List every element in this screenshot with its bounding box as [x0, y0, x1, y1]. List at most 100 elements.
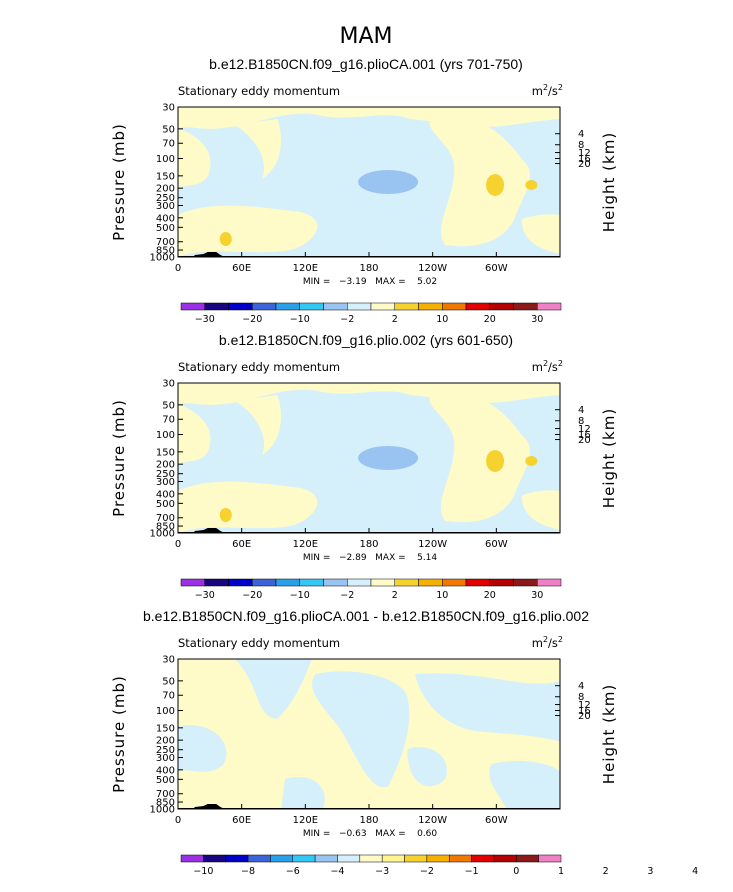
colorbar-box — [228, 302, 253, 311]
colorbar-box — [247, 854, 271, 863]
colorbar-box — [225, 854, 249, 863]
colorbar-box — [337, 854, 361, 863]
y2-tick-label: 16 — [578, 154, 591, 165]
colorbar-box — [465, 578, 490, 587]
y-tick-label: 500 — [156, 775, 175, 786]
yellow-region — [429, 114, 531, 247]
blue-region — [178, 725, 227, 772]
colorbar-label: −2 — [340, 314, 354, 325]
y-tick-label: 70 — [162, 139, 175, 150]
topography — [192, 804, 225, 809]
y-tick-label: 700 — [156, 789, 175, 800]
yellow-region — [521, 490, 560, 530]
panel-3: b.e12.B1850CN.f09_g16.plioCA.001 - b.e12… — [110, 608, 698, 877]
colorbar-box — [299, 302, 324, 311]
y2-tick-label: 12 — [578, 700, 591, 711]
colorbar-label: 0 — [513, 866, 519, 877]
yellow-blob — [525, 456, 538, 466]
colorbar-label: −20 — [242, 314, 262, 325]
y-tick-label: 250 — [156, 469, 175, 480]
yellow-region — [235, 119, 282, 179]
x-tick-label: 120E — [293, 815, 318, 826]
panel-subtitle: Stationary eddy momentum — [178, 636, 340, 650]
x-tick-label: 60E — [232, 539, 251, 550]
colorbar-box — [252, 302, 277, 311]
colorbar-label: −1 — [465, 866, 479, 877]
panels: b.e12.B1850CN.f09_g16.plioCA.001 (yrs 70… — [110, 56, 698, 877]
colorbar-box — [537, 302, 562, 311]
min-max-label: MIN = −2.89 MAX = 5.14 — [303, 553, 438, 563]
y2-tick-label: 20 — [578, 435, 591, 446]
yellow-blob — [525, 180, 538, 190]
panel-title: b.e12.B1850CN.f09_g16.plio.002 (yrs 601-… — [219, 332, 513, 348]
y-tick-label: 150 — [156, 447, 175, 458]
blue-region — [407, 747, 447, 787]
panel-2: b.e12.B1850CN.f09_g16.plio.002 (yrs 601-… — [110, 332, 618, 601]
y-axis-label: Pressure (mb) — [110, 675, 128, 793]
colorbar-box — [275, 302, 300, 311]
colorbar-box — [418, 302, 443, 311]
x-tick-label: 60W — [485, 815, 508, 826]
y-tick-label: 700 — [156, 513, 175, 524]
colorbar-label: 20 — [484, 590, 496, 601]
y-tick-label: 700 — [156, 237, 175, 248]
blue-region — [414, 673, 560, 742]
y-tick-label: 50 — [162, 124, 175, 135]
yellow-blob — [219, 508, 232, 522]
y-tick-label: 200 — [156, 184, 175, 195]
colorbar-box — [359, 854, 383, 863]
colorbar-label: 20 — [484, 314, 496, 325]
y-tick-label: 250 — [156, 193, 175, 204]
y-tick-label: 150 — [156, 723, 175, 734]
units-label: m2/s2 — [532, 83, 563, 98]
yellow-blob — [486, 174, 505, 196]
x-tick-label: 60W — [485, 263, 508, 274]
y-tick-label: 200 — [156, 736, 175, 747]
y2-axis-label: Height (km) — [600, 684, 618, 784]
colorbar-box — [180, 854, 204, 863]
y2-tick-label: 16 — [578, 430, 591, 441]
colorbar-label: 1 — [558, 866, 564, 877]
colorbar-box — [394, 302, 419, 311]
blue-region — [235, 659, 312, 719]
panel-title: b.e12.B1850CN.f09_g16.plioCA.001 (yrs 70… — [209, 56, 523, 72]
colorbar-box — [471, 854, 495, 863]
colorbar-box — [203, 854, 226, 863]
y-tick-label: 400 — [156, 765, 175, 776]
colorbar-box — [418, 578, 443, 587]
colorbar-label: −10 — [290, 590, 310, 601]
colorbar-box — [323, 578, 348, 587]
colorbar-label: −4 — [330, 866, 344, 877]
colorbar-box — [394, 578, 419, 587]
colorbar-label: 30 — [531, 590, 543, 601]
y-tick-label: 300 — [156, 201, 175, 212]
y-tick-label: 400 — [156, 489, 175, 500]
x-tick-label: 60E — [232, 815, 251, 826]
blue-region — [281, 777, 325, 809]
colorbar-label: 10 — [436, 314, 448, 325]
y2-axis-label: Height (km) — [600, 132, 618, 232]
x-tick-label: 60W — [485, 539, 508, 550]
y-tick-label: 150 — [156, 171, 175, 182]
x-tick-label: 120E — [293, 263, 318, 274]
y2-tick-label: 16 — [578, 706, 591, 717]
yellow-region — [178, 128, 211, 190]
colorbar-box — [489, 302, 514, 311]
y-tick-label: 30 — [162, 655, 175, 666]
colorbar-box — [323, 302, 348, 311]
colorbar-box — [299, 578, 324, 587]
colorbar-box — [538, 854, 562, 863]
colorbar-box — [442, 578, 467, 587]
y-tick-label: 200 — [156, 460, 175, 471]
field — [178, 659, 560, 809]
x-tick-label: 180 — [359, 263, 378, 274]
panel-subtitle: Stationary eddy momentum — [178, 360, 340, 374]
colorbar-label: −10 — [290, 314, 310, 325]
y-tick-label: 250 — [156, 745, 175, 756]
colorbar-box — [489, 578, 514, 587]
y-tick-label: 70 — [162, 691, 175, 702]
y2-tick-label: 8 — [578, 692, 584, 703]
colorbar-label: 2 — [392, 314, 398, 325]
topography — [192, 528, 225, 533]
